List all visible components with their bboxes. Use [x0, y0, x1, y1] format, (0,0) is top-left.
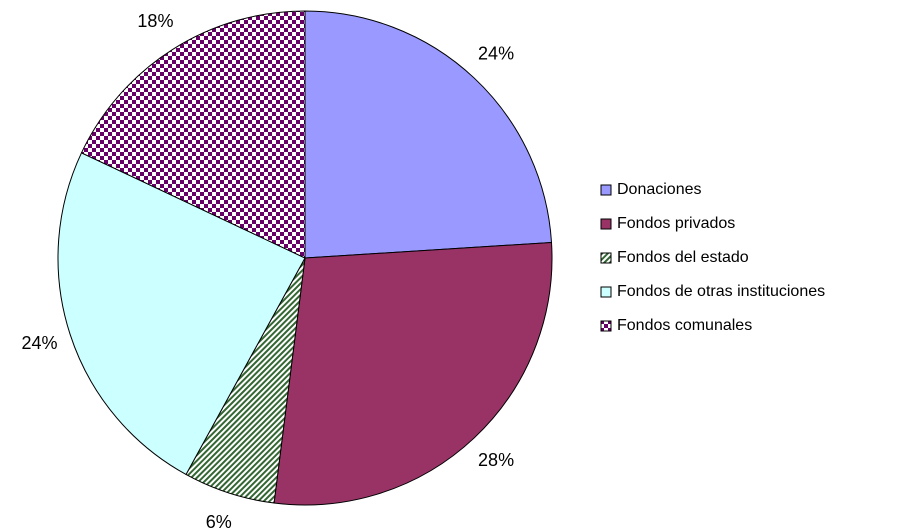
data-label: 24% — [478, 43, 514, 63]
data-label: 18% — [137, 11, 173, 31]
legend-swatch — [600, 286, 612, 298]
pie-slice — [57, 152, 306, 476]
data-label: 24% — [22, 333, 58, 353]
legend-swatch — [600, 184, 612, 196]
legend-label: Fondos del estado — [617, 249, 749, 266]
legend-label: Fondos de otras instituciones — [617, 283, 825, 300]
legend-swatch — [600, 218, 612, 230]
legend-label: Fondos comunales — [617, 317, 752, 334]
data-label: 28% — [478, 450, 514, 470]
data-label: 6% — [206, 512, 232, 528]
legend-label: Fondos privados — [617, 215, 735, 232]
legend-label: Donaciones — [617, 181, 702, 198]
pie-slice — [273, 241, 553, 506]
legend-swatch — [600, 252, 612, 264]
pie-slice — [80, 10, 306, 259]
pie-slice — [304, 10, 553, 259]
legend-swatch — [600, 320, 612, 332]
